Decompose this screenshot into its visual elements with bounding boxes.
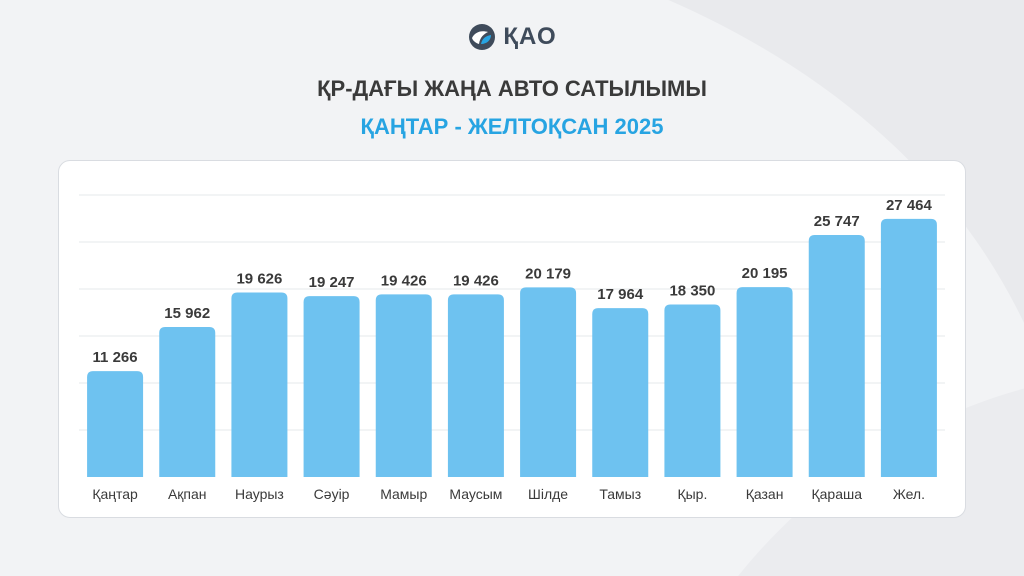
value-label-8: 17 964 [597,286,644,303]
category-label-12: Жел. [893,486,925,502]
brand-logo: ҚАО [0,22,1024,52]
bar-5 [375,294,432,477]
kao-logo-icon [469,24,496,50]
chart-title: ҚР-ДАҒЫ ЖАҢА АВТО САТЫЛЫМЫ [317,76,707,101]
bar-8 [592,308,649,477]
category-label-8: Тамыз [599,486,641,502]
value-label-5: 19 426 [381,272,427,289]
bar-12 [880,218,937,477]
value-label-1: 11 266 [93,349,138,366]
value-label-9: 18 350 [669,283,715,300]
category-label-3: Наурыз [235,486,284,502]
bar-2 [159,326,216,477]
category-label-9: Қыр. [677,486,707,502]
category-label-6: Маусым [449,486,502,502]
value-label-7: 20 179 [525,265,571,282]
bar-4 [303,296,360,477]
category-label-5: Мамыр [380,486,427,502]
bar-9 [664,304,721,477]
category-label-7: Шілде [528,486,568,502]
value-label-12: 27 464 [886,197,933,214]
brand-name: ҚАО [503,23,557,50]
bar-1 [87,371,144,477]
value-label-10: 20 195 [742,265,788,282]
category-label-2: Ақпан [168,486,207,502]
chart-subtitle: ҚАҢТАР - ЖЕЛТОҚСАН 2025 [360,114,664,139]
value-label-6: 19 426 [453,272,499,289]
bar-11 [808,234,865,477]
category-label-1: Қаңтар [92,486,138,502]
category-label-4: Сәуір [314,486,350,502]
chart-card: 11 266 Қаңтар 15 962 Ақпан 19 626 Наурыз 19 24… [58,160,966,518]
bar-6 [447,294,504,477]
bar-10 [736,287,793,477]
bar-chart: 11 266 Қаңтар 15 962 Ақпан 19 626 Наурыз 19 24… [79,194,945,502]
category-label-11: Қараша [811,486,862,502]
bar-7 [520,287,577,477]
value-label-3: 19 626 [236,271,282,288]
bar-3 [231,292,288,477]
value-label-4: 19 247 [309,274,355,291]
value-label-2: 15 962 [164,305,210,322]
category-label-10: Қазан [746,486,784,502]
value-label-11: 25 747 [814,213,860,230]
